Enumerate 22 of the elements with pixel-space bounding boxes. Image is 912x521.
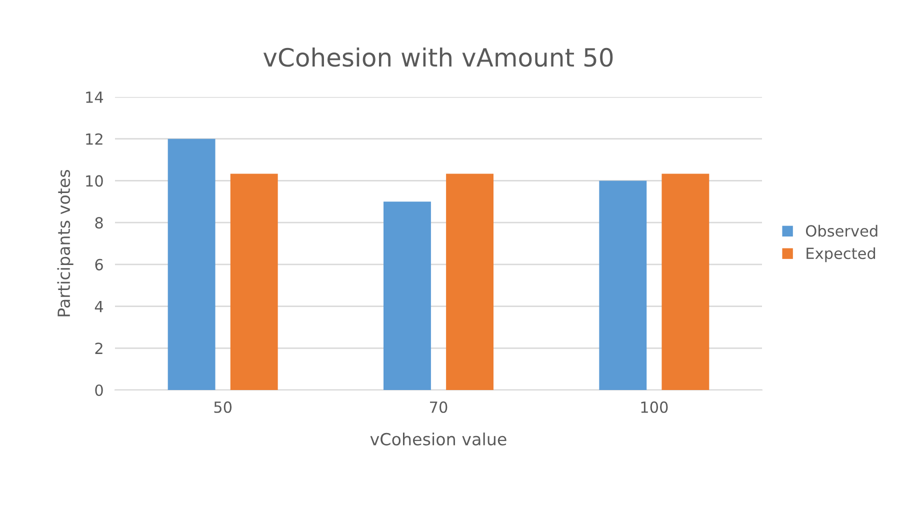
y-tick-label: 4 (94, 300, 104, 312)
y-tick-label: 8 (95, 217, 103, 229)
y-axis-title: Participants votes (57, 170, 74, 316)
bar (168, 138, 216, 390)
bar (230, 174, 278, 390)
bar (599, 180, 647, 390)
bar (384, 202, 431, 390)
bar (446, 174, 494, 390)
y-tick-label: 12 (86, 133, 102, 145)
bar (662, 174, 710, 390)
x-tick-label: 70 (430, 401, 448, 413)
y-tick-label: 2 (95, 342, 102, 354)
y-tick-label: 14 (86, 92, 104, 103)
chart-title: vCohesion with vAmount 50 (263, 47, 613, 67)
x-tick-label: 50 (214, 401, 232, 413)
legend-label: Expected (806, 247, 876, 262)
y-tick-label: 10 (86, 175, 103, 187)
x-tick-label: 100 (641, 401, 668, 413)
x-axis-title: vCohesion value (370, 432, 506, 446)
legend-label: Observed (806, 224, 878, 237)
y-tick-label: 0 (95, 384, 103, 396)
y-tick-label: 6 (95, 258, 103, 270)
